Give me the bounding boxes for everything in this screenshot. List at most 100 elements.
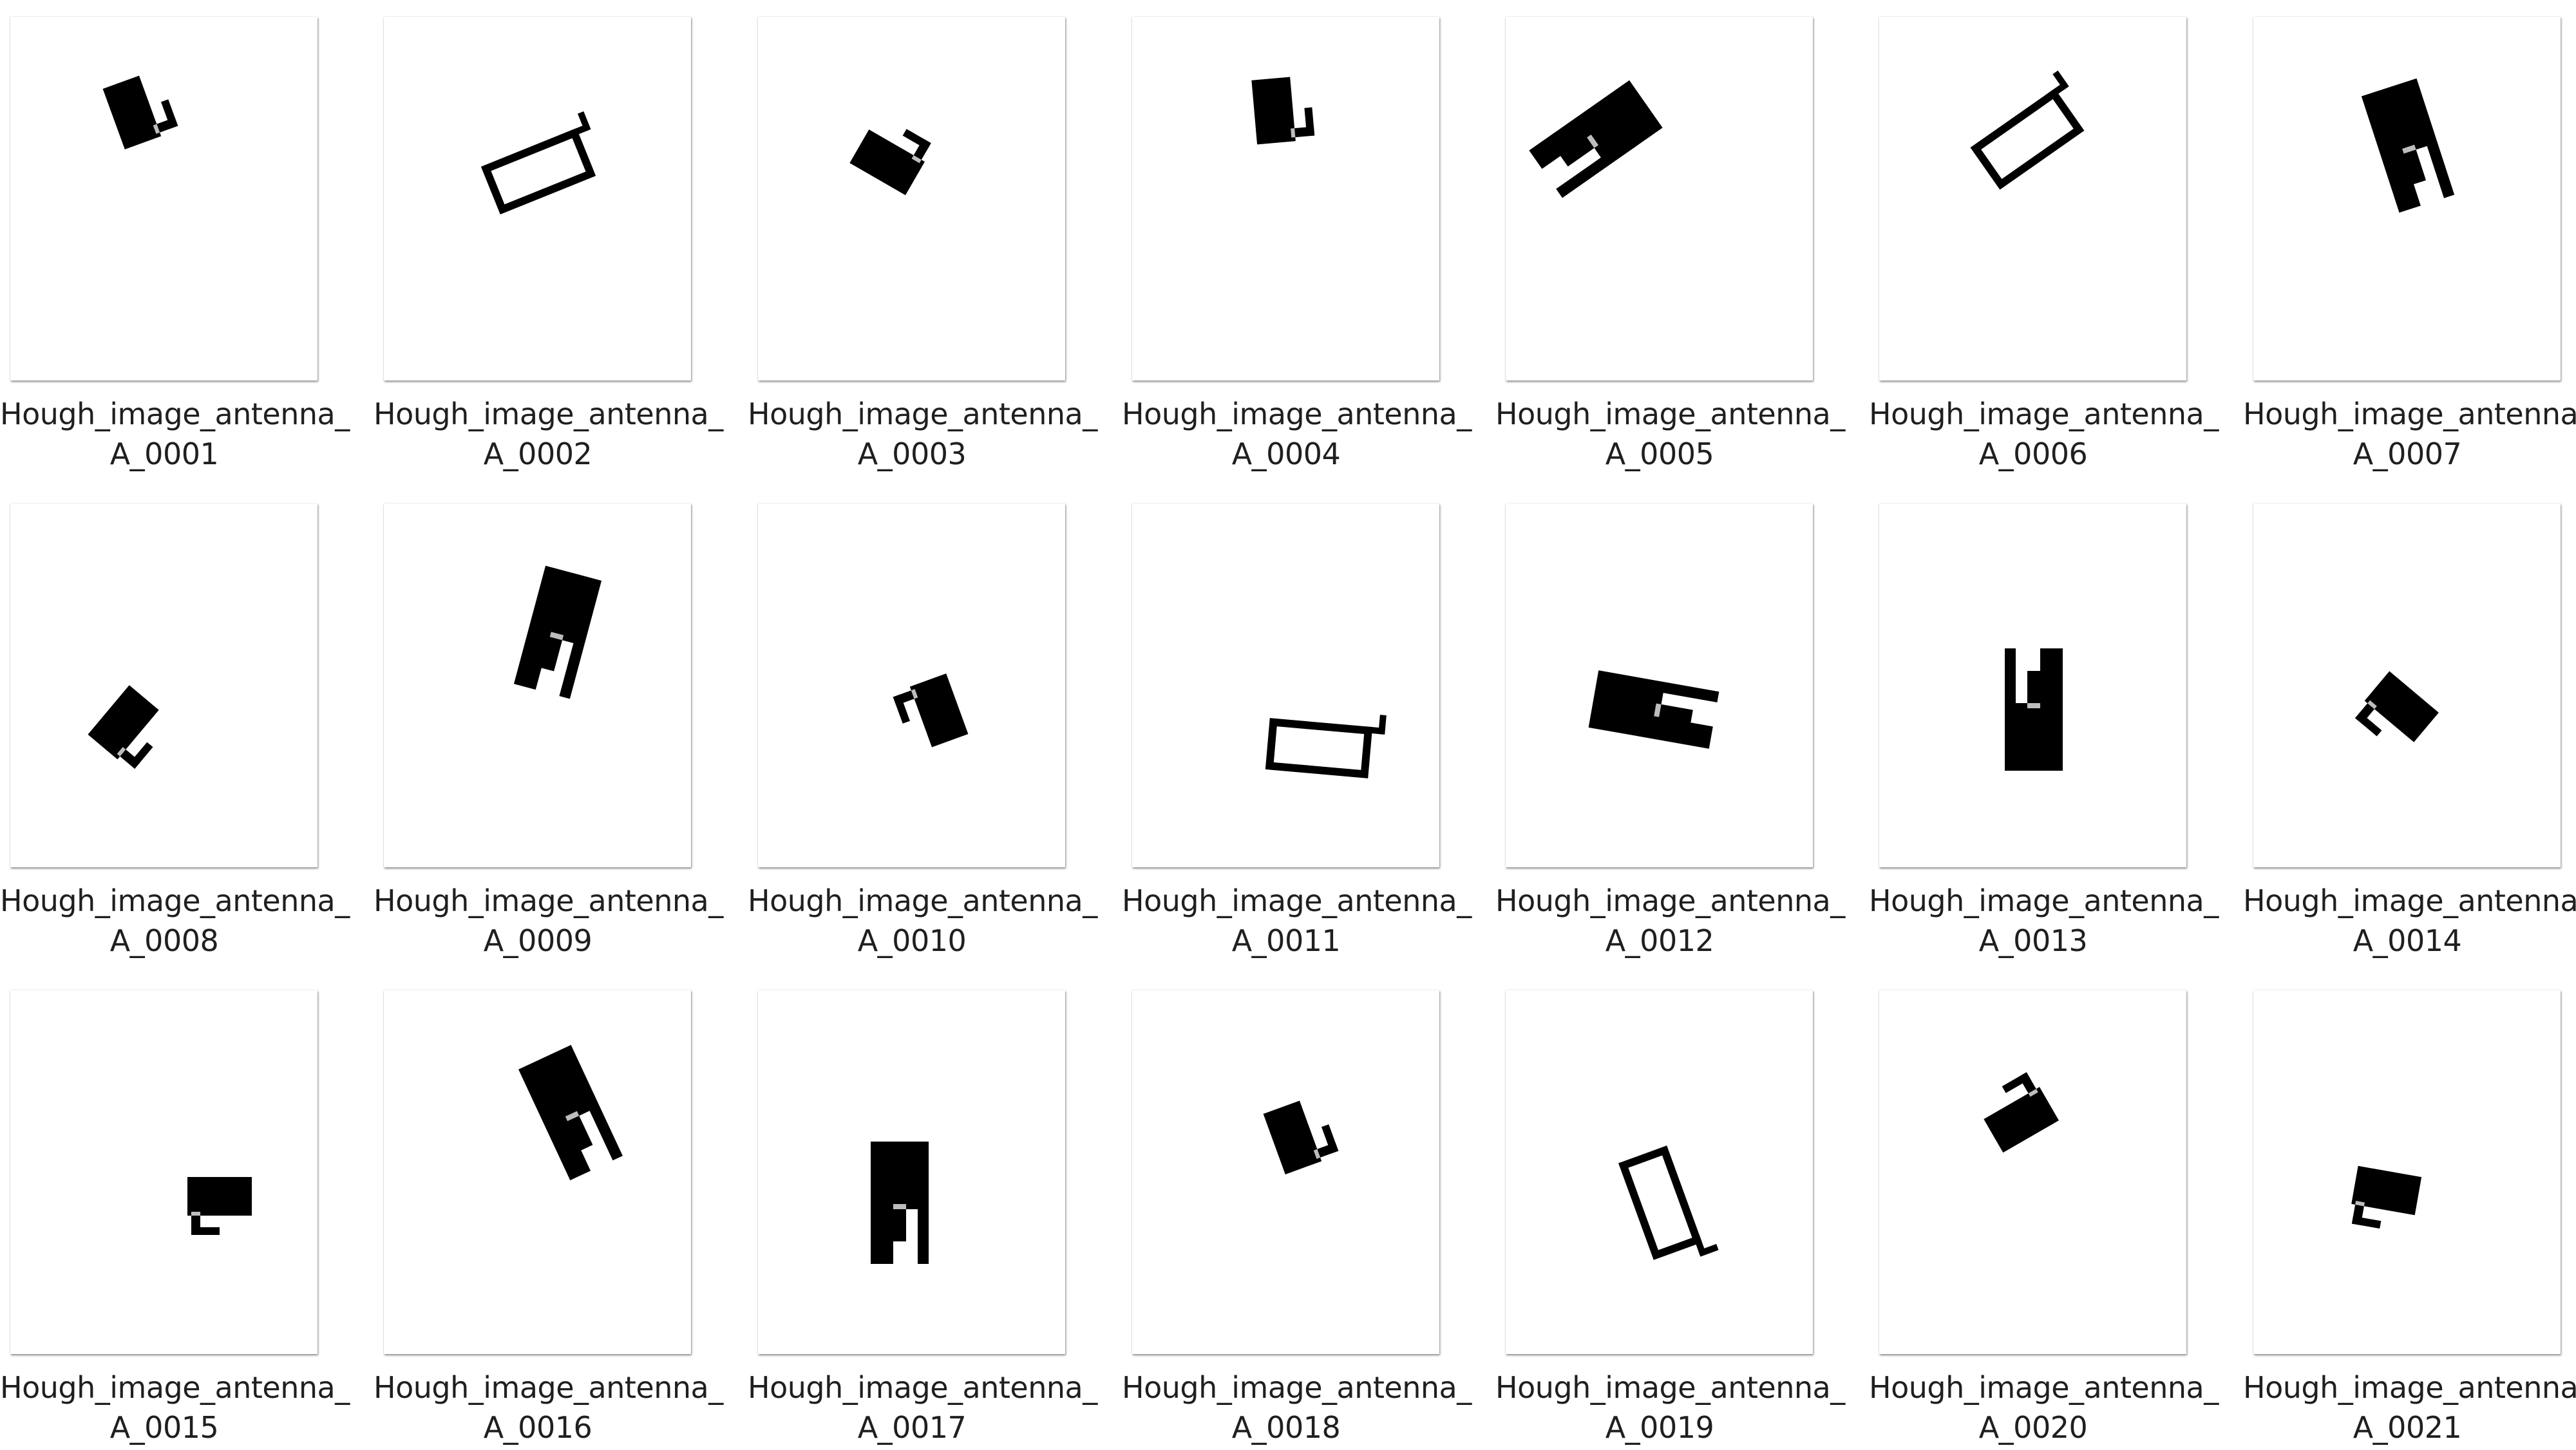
- file-name-line-1: Hough_image_antenna_: [2243, 883, 2576, 918]
- file-thumbnail[interactable]: [1132, 990, 1439, 1354]
- file-item[interactable]: Hough_image_antenna_ A_0002: [374, 0, 723, 476]
- file-thumbnail[interactable]: [1879, 504, 2186, 867]
- antenna-layout-thumbnail-icon: [1970, 70, 2085, 190]
- file-item[interactable]: Hough_image_antenna_ A_0016: [374, 974, 723, 1450]
- file-name-line-1: Hough_image_antenna_: [0, 1370, 350, 1405]
- antenna-layout-thumbnail-icon: [518, 1044, 623, 1181]
- file-name-label[interactable]: Hough_image_antenna_ A_0015: [0, 1368, 350, 1447]
- file-name-label[interactable]: Hough_image_antenna_ A_0010: [748, 881, 1097, 961]
- file-thumbnail[interactable]: [1506, 17, 1813, 381]
- file-name-label[interactable]: Hough_image_antenna_ A_0014: [2243, 881, 2576, 961]
- file-name-label[interactable]: Hough_image_antenna_ A_0018: [1122, 1368, 1472, 1447]
- file-name-label[interactable]: Hough_image_antenna_ A_0007: [2243, 394, 2576, 474]
- file-thumbnail[interactable]: [2253, 504, 2561, 867]
- file-name-line-2: A_0012: [1605, 923, 1714, 958]
- file-item[interactable]: Hough_image_antenna_ A_0005: [1495, 0, 1845, 476]
- file-name-line-1: Hough_image_antenna_: [748, 397, 1097, 431]
- file-thumbnail[interactable]: [1879, 990, 2186, 1354]
- file-thumbnail[interactable]: [2253, 17, 2561, 381]
- file-name-label[interactable]: Hough_image_antenna_ A_0011: [1122, 881, 1472, 961]
- file-name-line-1: Hough_image_antenna_: [1122, 883, 1472, 918]
- file-name-line-2: A_0002: [483, 437, 592, 471]
- file-name-line-1: Hough_image_antenna_: [1495, 883, 1845, 918]
- file-item[interactable]: Hough_image_antenna_ A_0003: [748, 0, 1097, 476]
- file-name-label[interactable]: Hough_image_antenna_ A_0003: [748, 394, 1097, 474]
- file-name-line-2: A_0001: [109, 437, 219, 471]
- file-item[interactable]: Hough_image_antenna_ A_0020: [1869, 974, 2219, 1450]
- antenna-layout-thumbnail-icon: [871, 1142, 929, 1264]
- file-thumbnail[interactable]: [10, 17, 317, 381]
- file-thumbnail[interactable]: [758, 504, 1065, 867]
- file-thumbnail[interactable]: [1132, 17, 1439, 381]
- antenna-layout-thumbnail-icon: [102, 75, 178, 149]
- file-name-label[interactable]: Hough_image_antenna_ A_0021: [2243, 1368, 2576, 1447]
- antenna-layout-thumbnail-icon: [2361, 78, 2455, 213]
- file-name-label[interactable]: Hough_image_antenna_ A_0006: [1869, 394, 2219, 474]
- file-item[interactable]: Hough_image_antenna_ A_0004: [1122, 0, 1472, 476]
- file-item[interactable]: Hough_image_antenna_ A_0014: [2243, 487, 2576, 963]
- file-name-line-2: A_0009: [483, 923, 592, 958]
- file-name-label[interactable]: Hough_image_antenna_ A_0008: [0, 881, 350, 961]
- file-name-line-1: Hough_image_antenna_: [2243, 1370, 2576, 1405]
- file-item[interactable]: Hough_image_antenna_ A_0007: [2243, 0, 2576, 476]
- file-thumbnail[interactable]: [1506, 504, 1813, 867]
- file-thumbnail[interactable]: [1879, 17, 2186, 381]
- file-item[interactable]: Hough_image_antenna_ A_0019: [1495, 974, 1845, 1450]
- antenna-layout-thumbnail-icon: [2351, 1165, 2422, 1229]
- file-thumbnail[interactable]: [10, 990, 317, 1354]
- file-thumbnail[interactable]: [2253, 990, 2561, 1354]
- file-thumbnail[interactable]: [384, 504, 691, 867]
- file-name-line-2: A_0004: [1231, 437, 1341, 471]
- file-name-line-1: Hough_image_antenna_: [1869, 1370, 2219, 1405]
- file-name-label[interactable]: Hough_image_antenna_ A_0001: [0, 394, 350, 474]
- file-name-label[interactable]: Hough_image_antenna_ A_0016: [374, 1368, 723, 1447]
- antenna-layout-thumbnail-icon: [849, 129, 931, 196]
- file-name-label[interactable]: Hough_image_antenna_ A_0012: [1495, 881, 1845, 961]
- file-thumbnail[interactable]: [758, 990, 1065, 1354]
- file-item[interactable]: Hough_image_antenna_ A_0009: [374, 487, 723, 963]
- file-name-line-2: A_0010: [857, 923, 967, 958]
- file-name-label[interactable]: Hough_image_antenna_ A_0013: [1869, 881, 2219, 961]
- file-item[interactable]: Hough_image_antenna_ A_0012: [1495, 487, 1845, 963]
- file-name-line-2: A_0006: [1978, 437, 2088, 471]
- file-name-line-2: A_0008: [109, 923, 219, 958]
- file-name-label[interactable]: Hough_image_antenna_ A_0009: [374, 881, 723, 961]
- file-item[interactable]: Hough_image_antenna_ A_0008: [0, 487, 350, 963]
- file-thumbnail[interactable]: [384, 990, 691, 1354]
- file-name-label[interactable]: Hough_image_antenna_ A_0019: [1495, 1368, 1845, 1447]
- file-name-line-1: Hough_image_antenna_: [748, 883, 1097, 918]
- file-item[interactable]: Hough_image_antenna_ A_0010: [748, 487, 1097, 963]
- antenna-layout-thumbnail-icon: [1618, 1145, 1719, 1260]
- file-item[interactable]: Hough_image_antenna_ A_0021: [2243, 974, 2576, 1450]
- file-name-label[interactable]: Hough_image_antenna_ A_0005: [1495, 394, 1845, 474]
- file-item[interactable]: Hough_image_antenna_ A_0018: [1122, 974, 1472, 1450]
- file-item[interactable]: Hough_image_antenna_ A_0015: [0, 974, 350, 1450]
- file-thumbnail[interactable]: [384, 17, 691, 381]
- file-item[interactable]: Hough_image_antenna_ A_0013: [1869, 487, 2219, 963]
- file-name-line-1: Hough_image_antenna_: [1495, 1370, 1845, 1405]
- file-thumbnail[interactable]: [758, 17, 1065, 381]
- file-name-line-2: A_0015: [109, 1410, 219, 1445]
- file-name-label[interactable]: Hough_image_antenna_ A_0017: [748, 1368, 1097, 1447]
- file-name-line-1: Hough_image_antenna_: [1122, 397, 1472, 431]
- file-item[interactable]: Hough_image_antenna_ A_0006: [1869, 0, 2219, 476]
- file-item[interactable]: Hough_image_antenna_ A_0017: [748, 974, 1097, 1450]
- file-thumbnail[interactable]: [1506, 990, 1813, 1354]
- antenna-layout-thumbnail-icon: [513, 565, 602, 699]
- antenna-layout-thumbnail-icon: [1263, 1100, 1339, 1174]
- file-name-label[interactable]: Hough_image_antenna_ A_0020: [1869, 1368, 2219, 1447]
- antenna-layout-thumbnail-icon: [893, 673, 969, 748]
- file-thumbnail[interactable]: [10, 504, 317, 867]
- file-name-line-2: A_0021: [2353, 1410, 2462, 1445]
- file-thumbnail[interactable]: [1132, 504, 1439, 867]
- file-name-line-1: Hough_image_antenna_: [374, 883, 723, 918]
- file-name-label[interactable]: Hough_image_antenna_ A_0002: [374, 394, 723, 474]
- file-item[interactable]: Hough_image_antenna_ A_0011: [1122, 487, 1472, 963]
- antenna-layout-thumbnail-icon: [1265, 715, 1387, 778]
- file-name-line-1: Hough_image_antenna_: [1869, 397, 2219, 431]
- file-name-line-2: A_0019: [1605, 1410, 1714, 1445]
- file-item[interactable]: Hough_image_antenna_ A_0001: [0, 0, 350, 476]
- file-name-line-2: A_0013: [1978, 923, 2088, 958]
- file-name-line-2: A_0003: [857, 437, 967, 471]
- file-name-label[interactable]: Hough_image_antenna_ A_0004: [1122, 394, 1472, 474]
